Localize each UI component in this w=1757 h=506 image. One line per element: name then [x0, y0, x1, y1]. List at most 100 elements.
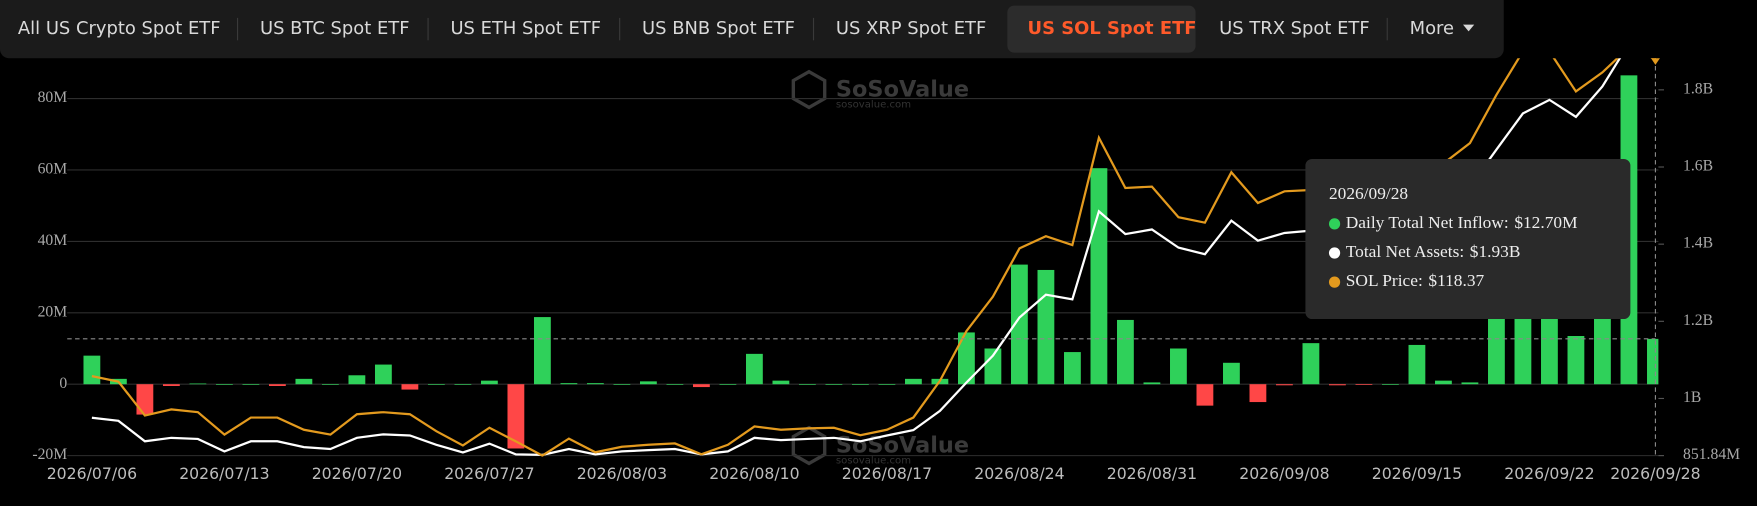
y-tick-label: 20M [38, 303, 68, 320]
bar [825, 384, 843, 385]
bar [295, 378, 313, 385]
bar [1090, 168, 1108, 385]
tooltip-label: Daily Total Net Inflow [1346, 213, 1505, 232]
x-tick-label: 2026/08/10 [709, 464, 799, 483]
bar [613, 384, 631, 385]
bar [242, 384, 260, 385]
watermark: SoSoValue [836, 76, 969, 102]
bar [1276, 384, 1293, 386]
bar [666, 384, 684, 385]
tooltip: 2026/09/28 Daily Total Net Inflow: $12.70M… [1305, 158, 1631, 320]
bar [1435, 380, 1452, 385]
bar [719, 384, 737, 385]
x-tick-label: 2026/09/08 [1239, 464, 1329, 483]
bar [692, 384, 710, 388]
x-tick-label: 2026/07/27 [444, 464, 534, 483]
tooltip-item: SOL Price: $118.37 [1346, 271, 1485, 290]
tab[interactable]: US BNB Spot ETF [642, 18, 795, 39]
bar [1594, 305, 1611, 385]
bar [745, 353, 763, 385]
bar [798, 384, 816, 385]
bar [83, 355, 101, 385]
tooltip-item: Total Net Assets: $1.93B [1346, 242, 1521, 261]
bar [136, 384, 154, 415]
bar [507, 384, 525, 449]
bar [1329, 384, 1346, 386]
bar [1037, 269, 1055, 385]
bar [427, 384, 445, 385]
bar [1117, 319, 1134, 385]
y2-tick-label: 1.6B [1683, 158, 1713, 175]
bar [586, 383, 604, 385]
x-tick-label: 2026/07/06 [47, 464, 137, 483]
watermark-logo [791, 69, 827, 110]
bar [374, 364, 392, 385]
y2-tick-label: 1.4B [1683, 235, 1713, 252]
watermark-site: sosovalue.com [836, 99, 911, 110]
bar [162, 384, 180, 386]
tooltip-value: $12.70M [1514, 213, 1577, 232]
tooltip-item: Daily Total Net Inflow: $12.70M [1346, 213, 1578, 232]
bar [1382, 384, 1399, 385]
bar [480, 380, 498, 385]
bar [533, 317, 551, 385]
tab[interactable]: All US Crypto Spot ETF [18, 18, 221, 39]
bar [984, 348, 1002, 385]
watermark-logo [791, 425, 827, 466]
tooltip-sep: : [1418, 271, 1423, 290]
dropdown-caret [1463, 24, 1475, 32]
bar [321, 384, 339, 385]
bar [189, 383, 207, 385]
tabs: All US Crypto Spot ETF US BTC Spot ETF US … [18, 5, 1475, 53]
active-tab-bg [1007, 5, 1196, 53]
x-tick-label: 2026/08/31 [1107, 464, 1197, 483]
tooltip-sep: : [1504, 213, 1509, 232]
tooltip-dot [1328, 276, 1341, 288]
x-tick-label: 2026/07/20 [312, 464, 402, 483]
x-tick-label: 2026/08/17 [842, 464, 932, 483]
bar [1249, 384, 1267, 403]
bar [1143, 382, 1161, 385]
tooltip-sep: : [1459, 242, 1464, 261]
tab[interactable]: More [1410, 18, 1454, 39]
bar [851, 384, 869, 385]
bar [1647, 338, 1659, 385]
tab[interactable]: US BTC Spot ETF [260, 18, 410, 39]
bar [905, 378, 922, 385]
bar [1170, 348, 1187, 385]
watermark: SoSoValue [836, 432, 969, 458]
y-tick-label: 40M [38, 232, 68, 249]
x-tick-label: 2026/08/24 [974, 464, 1064, 483]
tooltip-dot [1328, 218, 1341, 230]
y-tick-label: 80M [38, 89, 68, 106]
tooltip-dot [1328, 247, 1341, 259]
bar [1196, 384, 1214, 406]
tab[interactable]: US SOL Spot ETF [1028, 18, 1197, 39]
tab[interactable]: US XRP Spot ETF [836, 18, 986, 39]
bar [772, 380, 790, 385]
tooltip-label: Total Net Assets [1346, 242, 1460, 261]
tooltip-value: $118.37 [1428, 271, 1484, 290]
bar [1408, 344, 1426, 385]
bar [1223, 362, 1240, 385]
bar [1461, 382, 1479, 385]
x-tick-label: 2026/09/28 [1610, 464, 1700, 483]
tab[interactable]: US TRX Spot ETF [1219, 18, 1370, 39]
bar [639, 381, 657, 385]
tooltip-box [1305, 158, 1631, 320]
tab[interactable]: US ETH Spot ETF [450, 18, 601, 39]
bar [215, 384, 233, 385]
x-tick-label: 2026/09/22 [1504, 464, 1594, 483]
tooltip-title: 2026/09/28 [1329, 184, 1408, 203]
y2-tick-label: 1.8B [1683, 80, 1713, 97]
bar [1302, 343, 1320, 385]
bar [454, 384, 472, 385]
y2-tick-label: 1B [1683, 389, 1701, 406]
x-tick-label: 2026/07/13 [179, 464, 269, 483]
y-tick-label: -20M [32, 446, 67, 463]
x-tick-label: 2026/08/03 [577, 464, 667, 483]
y2-tick-label: 1.2B [1683, 312, 1713, 329]
bar [1011, 264, 1028, 385]
bar [401, 384, 419, 390]
